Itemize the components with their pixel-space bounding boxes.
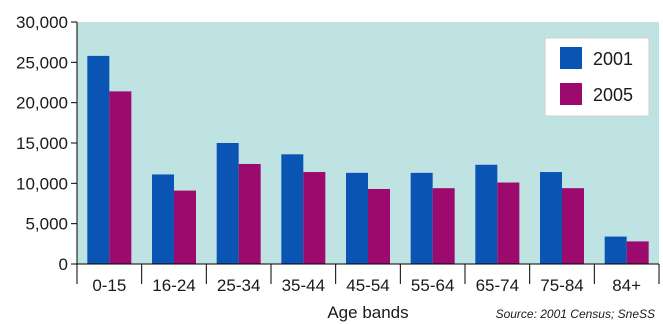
y-tick-label: 25,000 <box>16 53 68 72</box>
y-tick-label: 5,000 <box>25 215 68 234</box>
x-tick-label: 84+ <box>612 276 641 295</box>
legend-label-2005: 2005 <box>593 85 633 105</box>
y-tick-label: 10,000 <box>16 174 68 193</box>
x-tick-label: 45-54 <box>346 276 389 295</box>
bar-2001-65-74 <box>475 164 498 264</box>
y-tick-label: 0 <box>59 255 68 274</box>
bar-2005-35-44 <box>303 172 326 264</box>
x-tick-label: 55-64 <box>411 276 454 295</box>
legend-swatch-2005 <box>560 83 582 105</box>
y-tick-label: 30,000 <box>16 13 68 32</box>
legend-swatch-2001 <box>560 47 582 69</box>
bar-2005-84+ <box>626 241 649 264</box>
bar-2001-55-64 <box>410 172 433 264</box>
x-tick-label: 16-24 <box>152 276 195 295</box>
bar-2001-25-34 <box>216 143 239 264</box>
bar-2005-65-74 <box>497 182 520 264</box>
bar-2001-16-24 <box>152 174 174 264</box>
bar-2001-45-54 <box>346 172 368 264</box>
bar-2005-75-84 <box>562 188 584 264</box>
bar-2005-55-64 <box>432 188 455 264</box>
y-axis: 0 5,000 10,000 15,000 20,000 25,000 30,000 <box>16 13 78 274</box>
legend: 2001 2005 <box>544 37 650 117</box>
x-tick-label: 75-84 <box>540 276 583 295</box>
y-tick-label: 15,000 <box>16 134 68 153</box>
bar-2001-75-84 <box>540 172 562 264</box>
y-tick-label: 20,000 <box>16 94 68 113</box>
x-axis: 0-15 16-24 25-34 35-44 45-54 55-64 65-74 75-84 8… <box>76 263 660 295</box>
bar-2005-45-54 <box>368 188 390 264</box>
bar-2005-16-24 <box>174 190 196 264</box>
bar-2001-84+ <box>604 236 627 264</box>
x-tick-label: 25-34 <box>217 276 260 295</box>
bars <box>87 55 649 264</box>
bar-2001-35-44 <box>281 154 304 264</box>
x-tick-label: 65-74 <box>476 276 519 295</box>
bar-2005-25-34 <box>238 163 261 264</box>
x-tick-label: 0-15 <box>92 276 126 295</box>
x-tick-label: 35-44 <box>282 276 325 295</box>
x-axis-title: Age bands <box>327 303 408 322</box>
bar-2001-0-15 <box>87 55 110 264</box>
source-note: Source: 2001 Census; SneSS <box>496 307 655 321</box>
legend-label-2001: 2001 <box>593 49 633 69</box>
bar-2005-0-15 <box>109 91 132 264</box>
